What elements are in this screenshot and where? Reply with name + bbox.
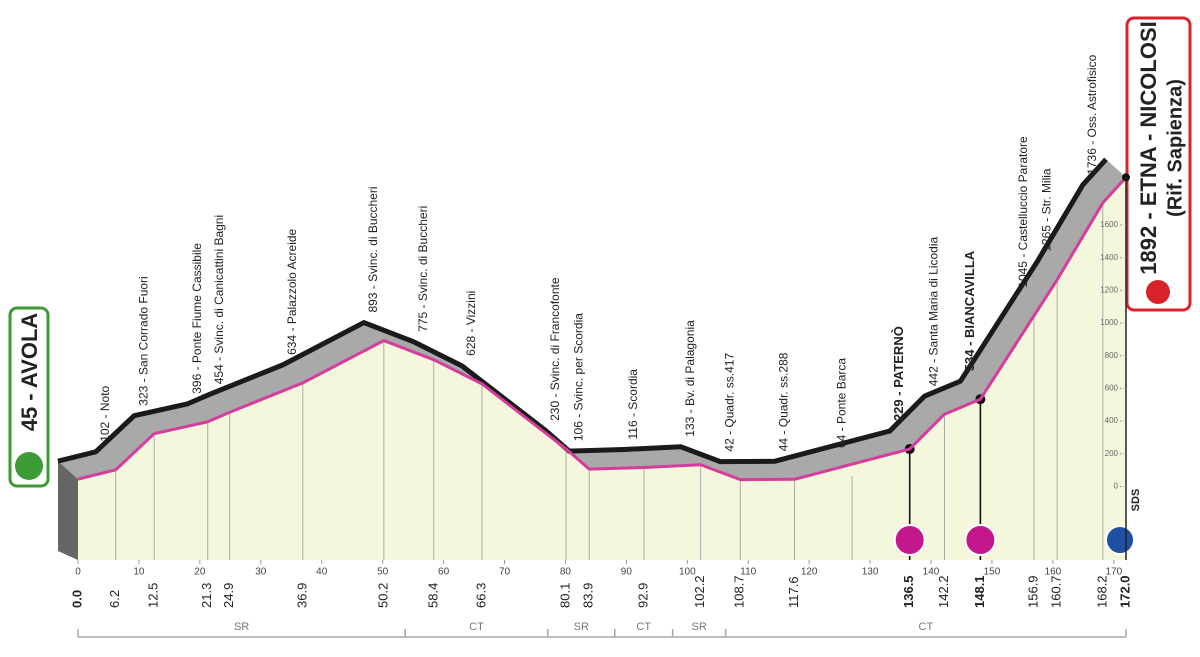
km-label: 24.9	[221, 583, 236, 608]
profile-line	[77, 176, 1128, 482]
finish-icon	[1146, 280, 1170, 304]
place-label: 133 - Bv. di Palagonia	[683, 320, 697, 437]
km-label: 6.2	[107, 590, 122, 608]
x-tick-label: 40	[316, 567, 328, 578]
place-label: 42 - Quadr. ss.417	[722, 353, 736, 452]
y-tick-label: 200	[1105, 449, 1119, 458]
sprint-icon	[964, 524, 997, 556]
province-label: SR	[574, 621, 589, 633]
place-label: 116 - Scordia	[626, 369, 640, 440]
place-label: 454 - Svinc. di Canicattini Bagni	[212, 215, 226, 384]
place-label: 1045 - Castelluccio Paratore	[1016, 136, 1030, 288]
x-tick-label: 70	[499, 567, 511, 578]
profile-area	[78, 177, 1126, 560]
place-label: 323 - San Corrado Fuori	[136, 276, 150, 405]
profile-ridge	[57, 157, 1108, 465]
x-tick-label: 20	[194, 567, 206, 578]
place-label: 230 - Svinc. di Francofonte	[548, 277, 562, 421]
x-tick-label: 30	[255, 567, 267, 578]
place-label: 534 - BIANCAVILLA	[962, 250, 977, 371]
x-tick-label: 80	[560, 567, 572, 578]
y-tick-label: 1200	[1100, 285, 1118, 294]
start-label: 45 - AVOLA	[17, 313, 42, 432]
place-label: 44 - Quadr. ss.288	[777, 352, 791, 451]
profile-side	[58, 461, 78, 560]
finish-note: SDS	[1130, 489, 1142, 512]
km-label: 108.7	[732, 575, 747, 608]
place-label: 634 - Palazzolo Acreide	[285, 228, 299, 354]
km-label: 50.2	[375, 583, 390, 608]
place-label: 1265 - Str. Milia	[1039, 168, 1053, 252]
x-tick-label: 150	[984, 567, 1001, 578]
place-label: 102 - Noto	[98, 385, 112, 441]
place-label: 775 - Svinc. di Buccheri	[416, 206, 430, 332]
place-label: 396 - Ponte Fiume Cassibile	[190, 243, 204, 394]
km-label: 36.9	[294, 583, 309, 608]
km-label: 80.1	[557, 583, 572, 608]
y-tick-label: 1400	[1100, 253, 1118, 262]
x-tick-label: 110	[740, 567, 756, 578]
km-label: 83.9	[581, 583, 596, 608]
x-tick-label: 50	[377, 567, 389, 578]
start-icon	[15, 452, 43, 480]
x-tick-label: 60	[438, 567, 450, 578]
y-tick-label: 0	[1114, 482, 1119, 491]
place-label: 106 - Svinc. per Scordia	[571, 313, 585, 441]
km-label: 117.6	[786, 576, 801, 608]
x-tick-label: 100	[679, 567, 696, 578]
finish-marker	[1105, 525, 1135, 555]
x-tick-label: 90	[621, 567, 633, 578]
province-label: SR	[234, 621, 249, 633]
x-tick-label: 160	[1045, 567, 1062, 578]
province-label: CT	[919, 621, 934, 633]
y-tick-label: 400	[1105, 416, 1119, 425]
y-tick-label: 600	[1105, 384, 1119, 393]
place-label: 442 - Santa Maria di Licodia	[927, 236, 941, 386]
province-label: CT	[469, 621, 484, 633]
km-label: 92.9	[635, 583, 650, 608]
km-label: 66.3	[473, 583, 488, 608]
y-tick-label: 1600	[1100, 220, 1118, 229]
x-tick-label: 10	[133, 567, 145, 578]
x-tick-label: 130	[862, 567, 879, 578]
km-label: 168.2	[1094, 575, 1109, 608]
km-label: 21.3	[199, 583, 214, 608]
province-label: SR	[692, 621, 707, 633]
km-label: 12.5	[146, 583, 161, 608]
km-label: 148.1	[972, 575, 987, 608]
finish-label: 1892 - ETNA - NICOLOSI	[1136, 21, 1161, 274]
start-box	[8, 306, 50, 488]
x-tick-label: 140	[923, 567, 940, 578]
y-tick-label: 1000	[1100, 318, 1118, 327]
km-label: 142.2	[936, 575, 951, 608]
km-label: 136.5	[901, 575, 916, 608]
km-label: 58.4	[425, 583, 440, 608]
km-label: 0.0	[69, 590, 84, 608]
finish-box	[1125, 16, 1192, 312]
km-label: 102.2	[692, 575, 707, 608]
km-label: 172.0	[1117, 575, 1132, 608]
x-tick-label: 170	[1105, 567, 1122, 578]
y-tick-label: 800	[1105, 351, 1119, 360]
place-label: 628 - Vizzini	[464, 291, 478, 356]
x-tick-label: 120	[801, 567, 818, 578]
province-label: CT	[636, 621, 651, 633]
sprint-icon	[893, 524, 926, 556]
x-tick-label: 0	[75, 567, 81, 578]
place-label: 1736 - Oss. Astrofisico	[1085, 54, 1099, 174]
finish-sublabel: (Rif. Sapienza)	[1164, 79, 1186, 217]
place-label: 229 - PATERNÒ	[891, 326, 906, 421]
place-label: 893 - Svinc. di Buccheri	[366, 186, 380, 312]
km-label: 160.7	[1049, 575, 1064, 608]
km-label: 156.9	[1025, 575, 1040, 608]
place-label: 64 - Ponte Barca	[834, 358, 848, 448]
